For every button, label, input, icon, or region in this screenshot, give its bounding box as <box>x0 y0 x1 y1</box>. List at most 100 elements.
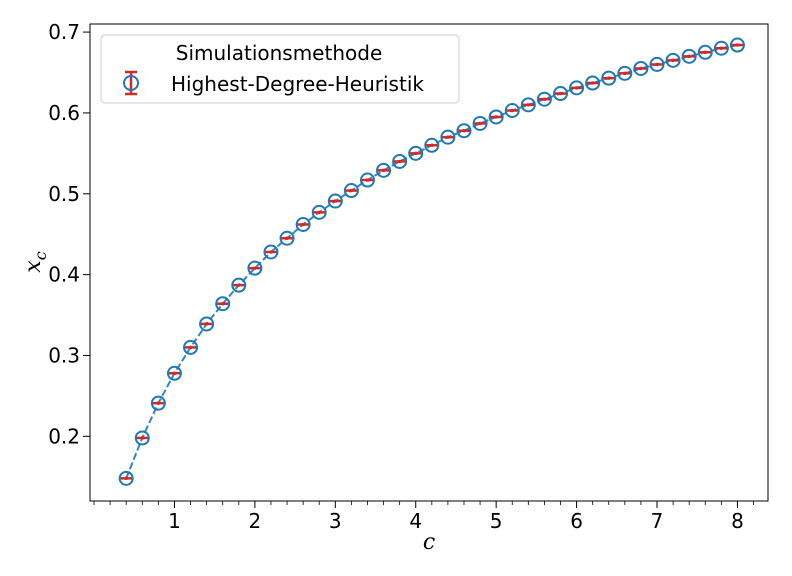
data-point <box>488 109 504 125</box>
data-point <box>408 145 424 161</box>
circle-marker <box>585 75 601 91</box>
circle-marker <box>713 40 729 56</box>
y-tick-label: 0.7 <box>48 20 80 44</box>
data-point <box>231 277 247 293</box>
circle-marker <box>231 277 247 293</box>
circle-marker <box>536 91 552 107</box>
circle-marker <box>520 97 536 113</box>
circle-marker <box>183 339 199 355</box>
circle-marker <box>633 60 649 76</box>
circle-marker <box>488 109 504 125</box>
y-tick-label: 0.4 <box>48 263 80 287</box>
data-point <box>552 86 568 102</box>
y-tick-label: 0.5 <box>48 182 80 206</box>
circle-marker <box>681 48 697 64</box>
circle-marker <box>215 296 231 312</box>
circle-marker <box>456 123 472 139</box>
data-point <box>247 260 263 276</box>
data-point <box>311 204 327 220</box>
data-point <box>440 129 456 145</box>
x-axis-label-text: c <box>423 530 435 555</box>
legend-circle-marker <box>123 75 139 91</box>
data-point <box>263 244 279 260</box>
circle-marker <box>424 137 440 153</box>
circle-marker <box>134 430 150 446</box>
data-point <box>376 162 392 178</box>
x-tick-label: 6 <box>570 509 583 533</box>
circle-marker <box>617 65 633 81</box>
plot-area <box>118 37 745 486</box>
y-tick-label: 0.3 <box>48 343 80 367</box>
circle-marker <box>376 162 392 178</box>
legend-marker <box>123 70 139 96</box>
data-point <box>649 56 665 72</box>
data-point <box>681 48 697 64</box>
x-tick-label: 7 <box>651 509 664 533</box>
x-tick-label: 3 <box>329 509 342 533</box>
axis-ticks: 1 2 3 4 5 6 7 8 0.2 0.3 0.4 0.5 0.6 0.7 <box>48 20 754 533</box>
y-tick-label: 0.6 <box>48 101 80 125</box>
circle-marker <box>408 145 424 161</box>
x-tick-label: 2 <box>249 509 262 533</box>
circle-marker <box>472 115 488 131</box>
circle-marker <box>279 230 295 246</box>
data-point <box>343 183 359 199</box>
circle-marker <box>392 153 408 169</box>
circle-marker <box>552 86 568 102</box>
data-point <box>665 52 681 68</box>
circle-marker <box>649 56 665 72</box>
circle-marker <box>263 244 279 260</box>
x-axis-label: c <box>423 530 435 555</box>
data-point <box>617 65 633 81</box>
x-tick-label: 4 <box>409 509 422 533</box>
data-point <box>585 75 601 91</box>
data-point <box>697 44 713 60</box>
data-point <box>150 395 166 411</box>
legend: Simulationsmethode Highest-Degree-Heuris… <box>100 34 460 104</box>
data-point <box>456 123 472 139</box>
data-point <box>359 172 375 188</box>
circle-marker <box>569 80 585 96</box>
data-point <box>729 37 745 53</box>
plot-frame <box>89 23 769 502</box>
circle-marker <box>311 204 327 220</box>
data-point <box>215 296 231 312</box>
data-point <box>183 339 199 355</box>
data-point <box>536 91 552 107</box>
data-point <box>392 153 408 169</box>
data-point <box>279 230 295 246</box>
circle-marker <box>150 395 166 411</box>
circle-marker <box>504 103 520 119</box>
circle-marker <box>199 316 215 332</box>
data-point <box>472 115 488 131</box>
data-point <box>118 470 134 486</box>
circle-marker <box>359 172 375 188</box>
circle-marker <box>118 470 134 486</box>
data-point <box>504 103 520 119</box>
x-tick-label: 5 <box>490 509 503 533</box>
data-point <box>134 430 150 446</box>
circle-marker <box>440 129 456 145</box>
legend-entry-label: Highest-Degree-Heuristik <box>171 72 424 96</box>
circle-marker <box>247 260 263 276</box>
data-point <box>327 193 343 209</box>
data-point <box>633 60 649 76</box>
circle-marker <box>665 52 681 68</box>
y-axis-label: xc <box>21 251 50 272</box>
legend-title: Simulationsmethode <box>176 41 383 65</box>
data-point <box>569 80 585 96</box>
legend-box <box>100 34 460 104</box>
circle-marker <box>729 37 745 53</box>
data-point <box>199 316 215 332</box>
data-point <box>520 97 536 113</box>
data-point <box>295 217 311 233</box>
data-point <box>601 70 617 86</box>
circle-marker <box>166 365 182 381</box>
circle-marker <box>697 44 713 60</box>
x-tick-label: 8 <box>731 509 744 533</box>
data-point <box>713 40 729 56</box>
circle-marker <box>327 193 343 209</box>
y-tick-label: 0.2 <box>48 424 80 448</box>
data-point <box>166 365 182 381</box>
